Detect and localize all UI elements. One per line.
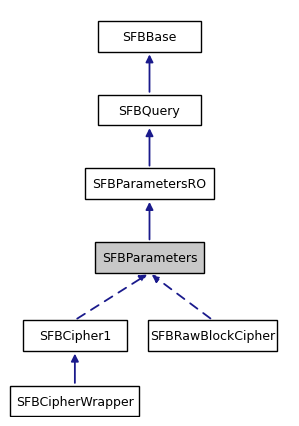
FancyBboxPatch shape bbox=[10, 386, 139, 417]
FancyBboxPatch shape bbox=[23, 320, 126, 351]
FancyBboxPatch shape bbox=[98, 22, 201, 52]
FancyBboxPatch shape bbox=[148, 320, 277, 351]
Text: SFBCipher1: SFBCipher1 bbox=[39, 329, 111, 342]
FancyBboxPatch shape bbox=[85, 169, 214, 200]
FancyBboxPatch shape bbox=[98, 95, 201, 126]
Text: SFBParameters: SFBParameters bbox=[102, 251, 197, 265]
Text: SFBCipherWrapper: SFBCipherWrapper bbox=[16, 394, 134, 408]
Text: SFBParametersRO: SFBParametersRO bbox=[92, 178, 207, 191]
FancyBboxPatch shape bbox=[95, 243, 204, 273]
Text: SFBBase: SFBBase bbox=[122, 31, 177, 43]
Text: SFBRawBlockCipher: SFBRawBlockCipher bbox=[150, 329, 275, 342]
Text: SFBQuery: SFBQuery bbox=[119, 104, 180, 117]
